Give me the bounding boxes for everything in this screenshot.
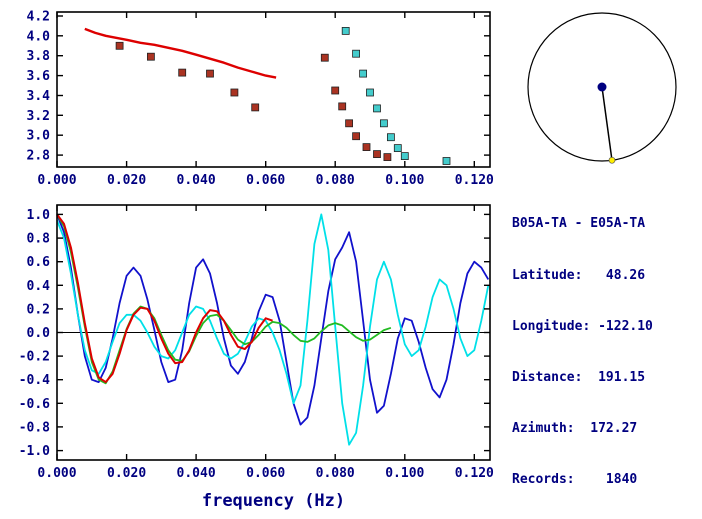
axis-ticks — [56, 12, 490, 167]
svg-text:-0.8: -0.8 — [19, 420, 50, 435]
svg-text:3.4: 3.4 — [27, 89, 51, 104]
svg-text:0.080: 0.080 — [316, 173, 355, 188]
svg-text:0.100: 0.100 — [385, 173, 424, 188]
svg-text:0.040: 0.040 — [177, 173, 216, 188]
cyan-waveform — [56, 213, 490, 446]
svg-text:-0.6: -0.6 — [19, 397, 50, 412]
target-station-dot — [608, 156, 616, 164]
svg-text:0.8: 0.8 — [27, 232, 51, 247]
svg-text:0.000: 0.000 — [37, 466, 76, 481]
svg-text:0.080: 0.080 — [316, 466, 355, 481]
svg-text:1.0: 1.0 — [27, 208, 51, 223]
svg-text:0.6: 0.6 — [27, 255, 51, 270]
svg-text:4.2: 4.2 — [27, 10, 50, 25]
latitude-row: Latitude: 48.26 — [512, 268, 646, 283]
azimuth-row: Azimuth: 172.27 — [512, 421, 638, 436]
axis-ticks — [56, 205, 490, 460]
axis-tick-labels: 0.000 0.020 0.040 0.060 0.080 0.100 0.120 -1.0 -… — [19, 208, 494, 481]
waveform-chart: 0.000 0.020 0.040 0.060 0.080 0.100 0.120 -1.0 -… — [19, 204, 494, 511]
svg-text:0.120: 0.120 — [455, 466, 494, 481]
svg-text:0.100: 0.100 — [385, 466, 424, 481]
svg-text:-1.0: -1.0 — [19, 444, 50, 459]
svg-text:3.2: 3.2 — [27, 109, 50, 124]
plot-frame — [56, 11, 491, 168]
svg-text:2.8: 2.8 — [27, 149, 51, 164]
svg-text:0.020: 0.020 — [107, 173, 146, 188]
station-info-panel: B05A-TA - E05A-TA Latitude: 48.26 Longit… — [512, 181, 653, 519]
svg-text:4.0: 4.0 — [27, 29, 51, 44]
svg-text:3.0: 3.0 — [27, 129, 51, 144]
svg-text:0.060: 0.060 — [246, 466, 285, 481]
svg-text:-0.2: -0.2 — [19, 350, 50, 365]
svg-text:0.060: 0.060 — [246, 173, 285, 188]
axis-tick-labels: 0.000 0.020 0.040 0.060 0.080 0.100 0.120 2.8 3.… — [27, 10, 495, 189]
records-row: Records: 1840 — [512, 472, 638, 487]
measured-dispersion-cyan-markers — [341, 26, 451, 165]
azimuth-circle — [527, 12, 677, 162]
svg-text:0.4: 0.4 — [27, 279, 51, 294]
svg-text:0.040: 0.040 — [177, 466, 216, 481]
svg-text:-0.4: -0.4 — [19, 373, 50, 388]
reference-dispersion-curve — [84, 27, 277, 79]
svg-text:3.8: 3.8 — [27, 49, 51, 64]
red-waveform — [56, 213, 273, 384]
svg-text:0.000: 0.000 — [37, 173, 76, 188]
svg-text:0.2: 0.2 — [27, 302, 50, 317]
measured-dispersion-red-markers — [115, 41, 392, 162]
svg-text:0.0: 0.0 — [27, 326, 51, 341]
x-axis-label: frequency (Hz) — [202, 491, 345, 511]
svg-text:0.020: 0.020 — [107, 466, 146, 481]
azimuth-indicator — [527, 12, 677, 164]
station-pair-title: B05A-TA - E05A-TA — [512, 216, 646, 231]
center-station-dot — [597, 82, 607, 92]
longitude-row: Longitude: -122.10 — [512, 319, 653, 334]
distance-row: Distance: 191.15 — [512, 370, 646, 385]
svg-text:0.120: 0.120 — [455, 173, 494, 188]
blue-waveform — [56, 214, 490, 426]
azimuth-line — [601, 86, 613, 161]
svg-text:3.6: 3.6 — [27, 69, 51, 84]
dispersion-chart: 0.000 0.020 0.040 0.060 0.080 0.100 0.120 2.8 3.… — [27, 10, 495, 189]
